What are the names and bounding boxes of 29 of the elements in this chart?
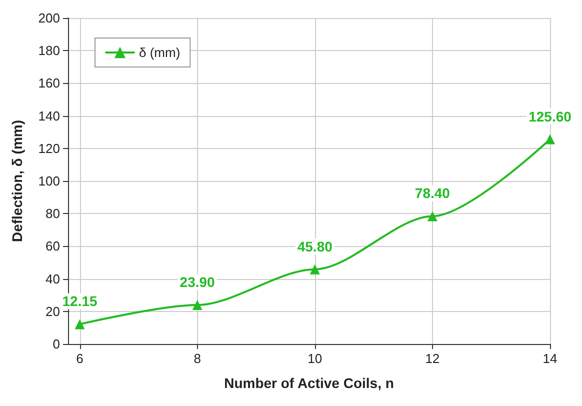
data-label: 45.80 — [297, 238, 333, 254]
y-tick-label: 160 — [38, 76, 60, 91]
y-tick-label: 60 — [46, 238, 60, 254]
y-tick-label: 40 — [46, 271, 60, 286]
y-tick-label: 200 — [38, 10, 60, 26]
point — [310, 264, 320, 274]
x-tick-label: 6 — [76, 351, 84, 366]
x-tick-label: 10 — [308, 351, 322, 366]
point — [427, 211, 438, 222]
x-tick-label: 12 — [425, 351, 440, 366]
y-tick-label: 180 — [38, 43, 60, 58]
y-tick-label: 80 — [46, 206, 60, 222]
data-label: 23.90 — [180, 274, 216, 290]
x-tick-label: 14 — [542, 351, 558, 366]
y-axis-title: Deflection, δ (mm) — [9, 120, 25, 242]
y-tick-label: 120 — [38, 140, 60, 156]
y-tick-label: 140 — [38, 108, 60, 124]
x-tick-label: 8 — [194, 351, 201, 366]
data-label: 12.15 — [62, 293, 98, 310]
data-label: 78.40 — [414, 185, 450, 202]
y-tick-label: 100 — [38, 174, 60, 188]
point — [192, 300, 202, 310]
point — [545, 134, 555, 144]
y-tick-label: 20 — [46, 304, 60, 319]
x-axis-title: Number of Active Coils, n — [224, 375, 394, 391]
data-label: 125.60 — [528, 108, 572, 124]
legend-label: δ (mm) — [139, 45, 180, 60]
point — [74, 319, 85, 330]
y-tick-label: 0 — [52, 336, 60, 352]
